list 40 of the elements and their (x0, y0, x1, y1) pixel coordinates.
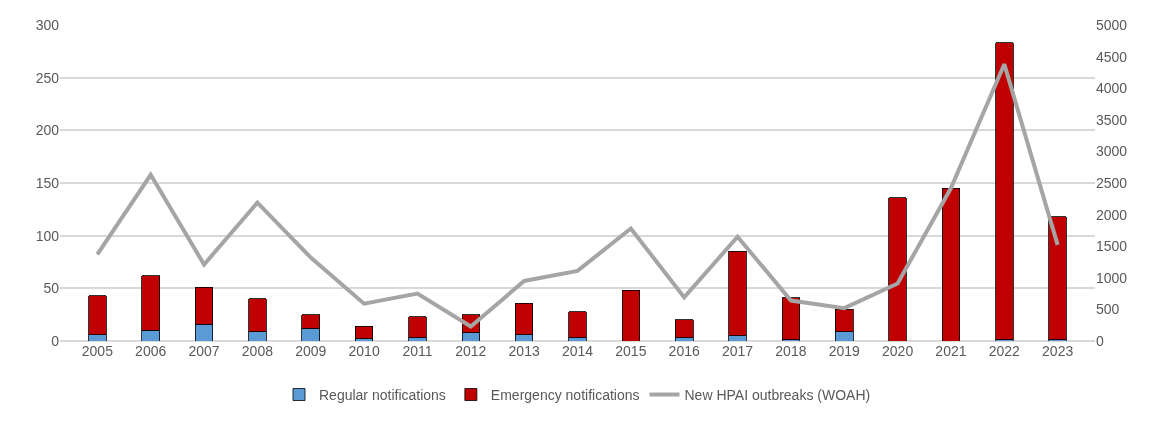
y2-tick-label: 3000 (1096, 143, 1128, 160)
x-tick-label: 2016 (668, 343, 700, 359)
legend-label: Regular notifications (319, 386, 446, 403)
legend-label: New HPAI outbreaks (WOAH) (684, 386, 871, 403)
x-tick-label: 2012 (455, 343, 487, 359)
x-tick-label: 2020 (882, 343, 914, 359)
x-tick-label: 2010 (348, 343, 380, 359)
y2-tick-label: 3500 (1096, 111, 1128, 128)
x-tick-label: 2008 (241, 343, 274, 359)
x-tick-label: 2021 (935, 343, 967, 359)
x-tick-label: 2011 (402, 343, 433, 359)
y-tick-label: 200 (35, 122, 60, 139)
y-tick-label: 300 (35, 16, 60, 33)
x-tick-label: 2023 (1042, 343, 1074, 359)
y2-tick-label: 2000 (1096, 206, 1128, 223)
x-tick-label: 2009 (295, 343, 327, 359)
y2-tick-label: 0 (1096, 332, 1104, 349)
y2-tick-label: 1000 (1096, 269, 1128, 286)
y2-tick-label: 2500 (1096, 174, 1128, 191)
y2-tick-label: 1500 (1096, 238, 1128, 255)
x-tick-label: 2005 (81, 343, 114, 359)
y2-tick-label: 4500 (1096, 48, 1128, 65)
y-tick-label: 0 (51, 332, 60, 349)
y-tick-label: 100 (35, 227, 60, 244)
x-tick-label: 2013 (508, 343, 540, 359)
x-tick-label: 2014 (561, 343, 594, 359)
x-tick-label: 2018 (775, 343, 807, 359)
x-tick-label: 2019 (828, 343, 861, 359)
x-tick-label: 2007 (188, 343, 220, 359)
y2-tick-label: 500 (1096, 301, 1120, 318)
y-tick-label: 250 (35, 69, 60, 86)
x-tick-label: 2022 (988, 343, 1021, 359)
x-tick-label: 2017 (721, 343, 754, 359)
legend-label: Emergency notifications (490, 386, 640, 403)
y2-tick-label: 4000 (1096, 80, 1128, 97)
y-tick-label: 50 (43, 280, 60, 297)
y2-tick-label: 5000 (1096, 16, 1128, 33)
x-tick-label: 2015 (615, 343, 647, 359)
y-tick-label: 150 (35, 174, 60, 191)
x-tick-label: 2006 (135, 343, 167, 359)
